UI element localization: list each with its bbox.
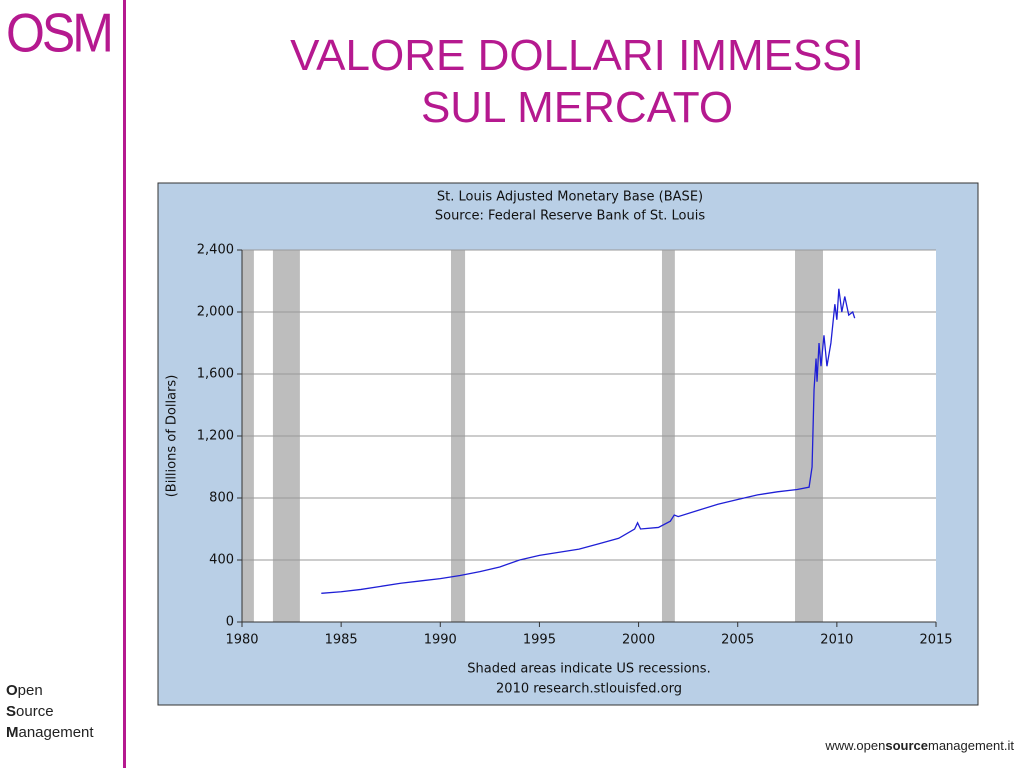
- url-part: www.open: [825, 738, 886, 753]
- title-line: VALORE DOLLARI IMMESSI: [290, 31, 864, 80]
- y-axis-label: (Billions of Dollars): [165, 375, 180, 498]
- brand: Open Source Management: [6, 680, 94, 743]
- x-tick-label: 2015: [919, 633, 952, 648]
- y-tick-label: 2,000: [197, 305, 234, 320]
- chart-footer: 2010 research.stlouisfed.org: [496, 682, 682, 697]
- divider: [123, 0, 126, 768]
- url-part: source: [885, 738, 928, 753]
- y-tick-label: 0: [226, 615, 234, 630]
- x-tick-label: 2000: [622, 633, 655, 648]
- chart-title: St. Louis Adjusted Monetary Base (BASE): [437, 190, 703, 205]
- y-tick-label: 800: [209, 491, 234, 506]
- x-tick-label: 1995: [523, 633, 556, 648]
- slide-title: VALORE DOLLARI IMMESSI SUL MERCATO: [130, 30, 1024, 134]
- brand-line: Source: [6, 703, 54, 720]
- chart-footer: Shaded areas indicate US recessions.: [467, 662, 710, 677]
- x-tick-label: 1985: [325, 633, 358, 648]
- url-part: management.it: [928, 738, 1014, 753]
- series-line: [321, 288, 856, 594]
- x-tick-label: 1990: [424, 633, 457, 648]
- brand-line: Open: [6, 682, 43, 699]
- brand-line: Management: [6, 724, 94, 741]
- y-tick-label: 1,600: [197, 367, 234, 382]
- y-tick-label: 400: [209, 553, 234, 568]
- x-tick-label: 1980: [225, 633, 258, 648]
- chart-title: Source: Federal Reserve Bank of St. Loui…: [435, 209, 705, 224]
- url: www.opensourcemanagement.it: [825, 738, 1014, 753]
- y-tick-label: 1,200: [197, 429, 234, 444]
- logo: OSM: [6, 2, 114, 64]
- title-line: SUL MERCATO: [420, 83, 734, 132]
- y-tick-label: 2,400: [197, 243, 234, 258]
- x-tick-label: 2010: [820, 633, 853, 648]
- x-tick-label: 2005: [721, 633, 754, 648]
